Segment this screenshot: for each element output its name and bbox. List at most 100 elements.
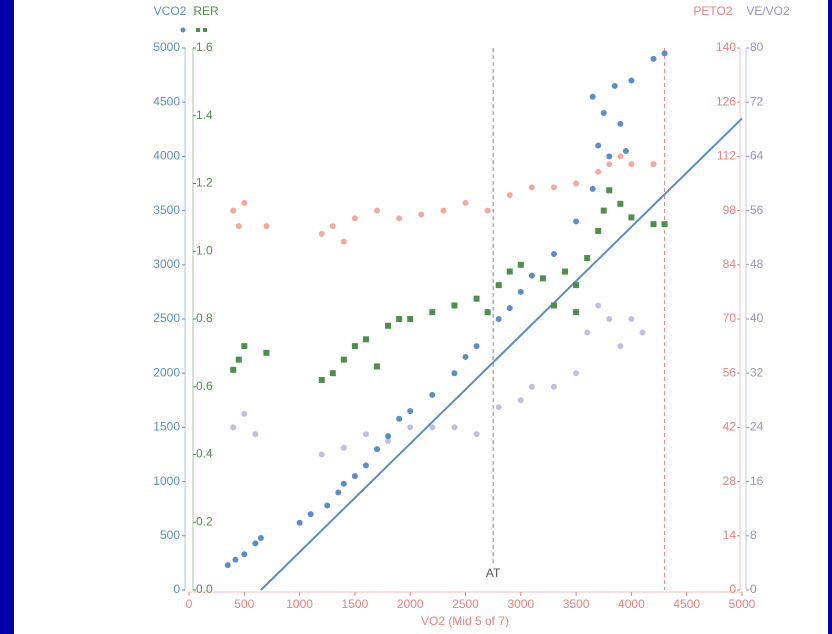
y2-tick-label: 0.2 [196, 514, 213, 528]
point [473, 295, 480, 302]
y4-tick-label: 48 [750, 257, 764, 271]
point [241, 551, 248, 558]
point [396, 316, 403, 322]
point [595, 302, 602, 309]
y3-tick-label: 0 [729, 582, 736, 596]
point [606, 187, 613, 194]
y4-tick-label: 64 [750, 149, 764, 163]
y-tick-label: 2000 [153, 365, 180, 379]
point [600, 110, 607, 117]
y2-tick-label: 1.4 [196, 108, 213, 122]
x-tick-label: 0 [186, 597, 193, 611]
point [451, 424, 458, 431]
point [473, 431, 480, 438]
point [407, 424, 414, 431]
point [241, 343, 248, 350]
y4-tick-label: 24 [750, 420, 764, 434]
point [232, 556, 239, 563]
y3-tick-label: 42 [723, 420, 737, 434]
point [385, 322, 392, 329]
point [374, 363, 381, 370]
point [650, 221, 657, 228]
y4-tick-label: 32 [750, 365, 764, 379]
point [462, 353, 469, 360]
point [589, 185, 596, 192]
legend-marker [196, 28, 200, 32]
point [606, 161, 613, 168]
point [595, 227, 602, 234]
y3-tick-label: 112 [717, 149, 736, 163]
y3-axis-title: PETO2 [693, 4, 732, 18]
right-border [828, 0, 832, 634]
y4-tick-label: 72 [750, 94, 764, 108]
point [528, 184, 535, 191]
point [362, 336, 369, 343]
point [230, 424, 237, 431]
y3-tick-label: 84 [723, 257, 737, 271]
y2-tick-label: 1.0 [196, 243, 213, 257]
y3-tick-label: 98 [723, 203, 737, 217]
point [528, 272, 535, 279]
point [351, 473, 358, 480]
point [230, 207, 237, 214]
point [628, 77, 635, 84]
point [584, 329, 591, 336]
point [362, 431, 369, 438]
point [584, 255, 591, 262]
point [506, 305, 513, 312]
point [573, 180, 580, 187]
point [440, 207, 447, 214]
y2-tick-label: 0.0 [196, 582, 213, 596]
x-tick-label: 3500 [563, 597, 590, 611]
point [335, 489, 342, 496]
point [396, 215, 403, 222]
point [622, 147, 629, 154]
y-axis-title: VCO2 [154, 4, 187, 18]
point [307, 511, 314, 518]
point [340, 444, 347, 451]
point [528, 383, 535, 390]
y2-axis-title: RER [193, 4, 219, 18]
legend-marker [203, 28, 207, 32]
point [418, 211, 425, 218]
point [462, 199, 469, 206]
point [407, 316, 414, 322]
point [230, 366, 237, 373]
reference-line [260, 117, 743, 591]
point [628, 161, 635, 168]
x-tick-label: 4500 [673, 597, 700, 611]
point [329, 223, 336, 230]
y-tick-label: 5000 [153, 40, 180, 54]
point [506, 268, 513, 275]
y4-tick-label: 16 [750, 474, 764, 488]
point [340, 480, 347, 487]
point [617, 120, 624, 127]
point [351, 343, 358, 350]
point [429, 424, 436, 431]
x-tick-label: 2500 [452, 597, 479, 611]
point [517, 397, 524, 404]
point [617, 343, 624, 350]
y4-tick-label: 0 [750, 582, 757, 596]
x-tick-label: 2000 [397, 597, 424, 611]
point [252, 431, 259, 438]
point [429, 391, 436, 398]
y4-tick-label: 8 [750, 528, 757, 542]
point [351, 215, 358, 222]
y2-tick-label: 0.8 [196, 311, 213, 325]
x-tick-label: 3000 [507, 597, 534, 611]
point [473, 343, 480, 350]
point [517, 261, 524, 268]
point [385, 437, 392, 444]
point [611, 82, 618, 89]
point [451, 302, 458, 309]
point [241, 410, 248, 417]
y4-tick-label: 40 [750, 311, 764, 325]
point [606, 316, 613, 322]
point [451, 370, 458, 377]
point [573, 218, 580, 225]
point [661, 221, 668, 228]
point [235, 356, 242, 363]
y3-tick-label: 56 [723, 365, 737, 379]
